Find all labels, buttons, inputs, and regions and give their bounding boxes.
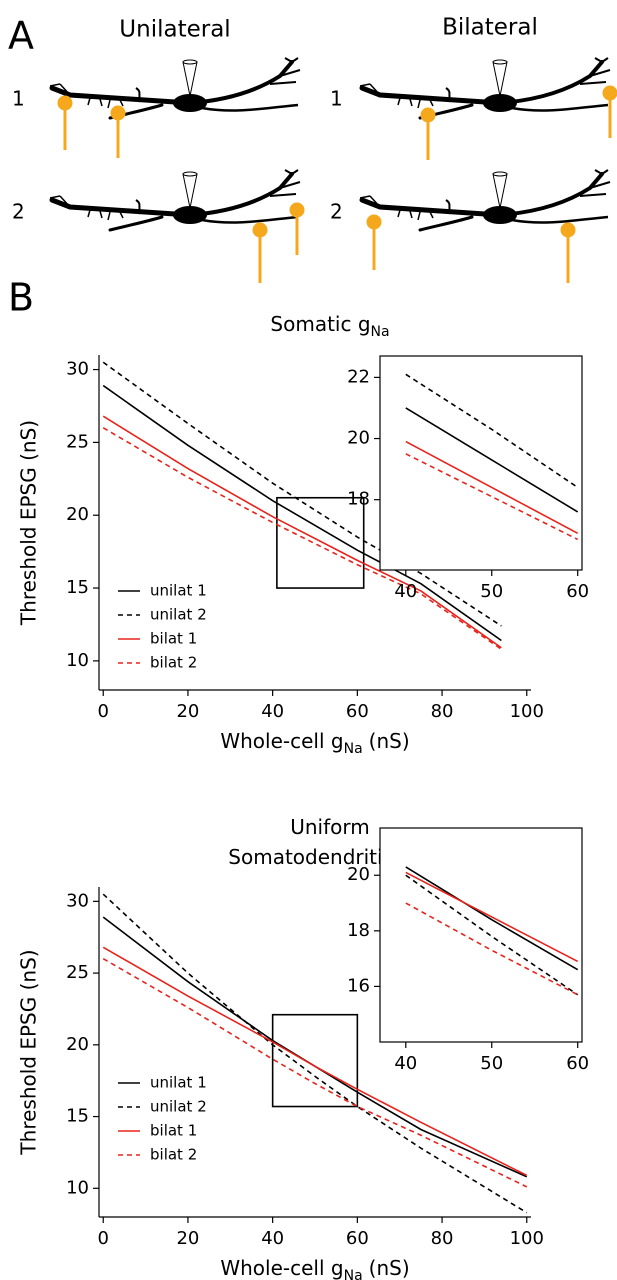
chart-title: Somatic gNa (270, 312, 389, 341)
series-line (405, 871, 579, 963)
y-tick-label: 10 (66, 1177, 89, 1198)
neuron (360, 58, 610, 118)
column-label: Bilateral (442, 15, 538, 41)
y-tick-label: 20 (347, 428, 370, 449)
y-tick-label: 30 (66, 359, 89, 380)
x-tick-label: 40 (261, 1228, 284, 1249)
legend-label: unilat 2 (150, 1098, 207, 1116)
x-tick-label: 0 (98, 701, 109, 722)
legend-label: unilat 1 (150, 1074, 207, 1092)
legend-label: bilat 1 (150, 630, 197, 648)
row-label: 1 (12, 87, 25, 111)
chart-title-subscript: Na (371, 324, 390, 340)
x-axis-label: Whole-cell gNa (nS) (220, 729, 409, 758)
row-label: 1 (330, 87, 343, 111)
chart-title: Uniform (290, 815, 370, 839)
legend-label: bilat 2 (150, 654, 197, 672)
x-tick-label: 80 (431, 701, 454, 722)
y-tick-label: 30 (66, 890, 89, 911)
x-tick-label: 50 (480, 581, 503, 602)
x-tick-label: 60 (346, 1228, 369, 1249)
column-label: Unilateral (119, 17, 230, 43)
y-tick-label: 10 (66, 650, 89, 671)
series-line (102, 893, 528, 1214)
row-label: 2 (12, 200, 25, 224)
y-tick-label: 25 (66, 431, 89, 452)
legend-label: unilat 1 (150, 582, 207, 600)
panel-label: B (8, 276, 34, 320)
neuron (50, 170, 300, 230)
inset-frame (379, 827, 583, 1043)
zoom-box (271, 1013, 359, 1108)
zoom-box (276, 496, 365, 589)
x-tick-label: 20 (176, 1228, 199, 1249)
x-axis-label-text: Whole-cell g (220, 1256, 343, 1280)
x-axis-label-subscript: Na (344, 741, 363, 757)
chart-title-text: Uniform (290, 815, 370, 839)
panel-a: A Unilateral Bilateral 1 1 2 2 (8, 14, 617, 283)
chart-title-text: Somatic g (270, 312, 370, 336)
x-axis-label-unit: (nS) (369, 1256, 410, 1280)
panel-label: A (8, 14, 34, 58)
series-line (102, 361, 502, 627)
series-line (405, 902, 579, 996)
y-tick-label: 16 (347, 975, 370, 996)
inset-frame (379, 355, 583, 571)
series-line (405, 874, 579, 996)
x-tick-label: 0 (98, 1228, 109, 1249)
series-line (405, 866, 579, 971)
legend-label: unilat 2 (150, 606, 207, 624)
x-axis-label: Whole-cell gNa (nS) (220, 1256, 409, 1280)
x-axis-label-text: Whole-cell g (220, 729, 343, 753)
y-tick-label: 15 (66, 1106, 89, 1127)
synapses (57, 85, 617, 283)
y-tick-label: 20 (66, 1034, 89, 1055)
series-line (405, 407, 579, 513)
series-line (102, 415, 502, 649)
x-tick-label: 60 (566, 581, 589, 602)
x-tick-label: 40 (394, 581, 417, 602)
neuron (50, 58, 300, 118)
row-label: 2 (330, 200, 343, 224)
y-tick-label: 25 (66, 962, 89, 983)
x-tick-label: 100 (510, 1228, 544, 1249)
legend-label: bilat 1 (150, 1122, 197, 1140)
x-tick-label: 40 (394, 1053, 417, 1074)
series-line (102, 946, 528, 1177)
y-tick-label: 15 (66, 577, 89, 598)
y-axis-label: Threshold EPSG (nS) (17, 949, 41, 1155)
x-axis-label-subscript: Na (344, 1268, 363, 1280)
series-line (405, 373, 579, 489)
x-tick-label: 80 (431, 1228, 454, 1249)
legend-label: bilat 2 (150, 1146, 197, 1164)
series-line (102, 384, 502, 642)
y-tick-label: 20 (66, 504, 89, 525)
series-line (102, 427, 502, 650)
y-tick-label: 18 (347, 489, 370, 510)
x-axis-label-unit: (nS) (369, 729, 410, 753)
y-axis-label: Threshold EPSG (nS) (17, 420, 41, 626)
y-tick-label: 18 (347, 920, 370, 941)
series-line (405, 440, 579, 535)
x-tick-label: 40 (261, 701, 284, 722)
x-tick-label: 100 (510, 701, 544, 722)
x-tick-label: 60 (566, 1053, 589, 1074)
series-line (102, 958, 528, 1188)
y-tick-label: 20 (347, 864, 370, 885)
neuron (360, 170, 610, 230)
x-tick-label: 20 (176, 701, 199, 722)
x-tick-label: 60 (346, 701, 369, 722)
y-tick-label: 22 (347, 366, 370, 387)
x-tick-label: 50 (480, 1053, 503, 1074)
